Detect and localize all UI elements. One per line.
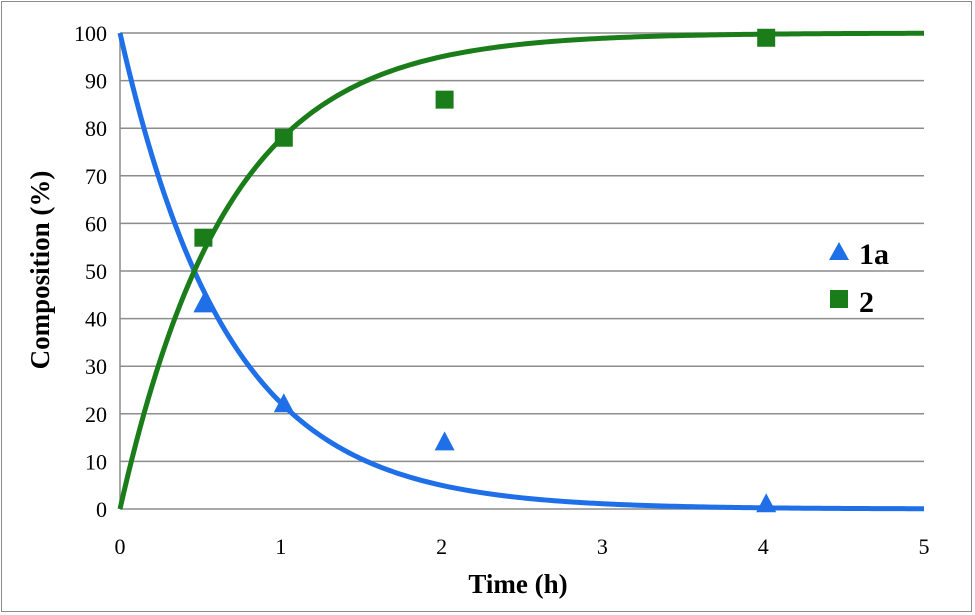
x-tick-2: 2 (436, 534, 447, 559)
point-1a (193, 293, 214, 313)
y-tick-20: 20 (85, 402, 107, 427)
y-tick-40: 40 (85, 307, 107, 332)
fit-curve-2 (117, 30, 925, 510)
y-tick-50: 50 (85, 259, 107, 284)
y-tick-90: 90 (85, 69, 107, 94)
x-tick-3: 3 (597, 534, 608, 559)
point-2 (757, 28, 776, 47)
point-1a (434, 431, 455, 451)
legend-label-2: 2 (859, 286, 874, 319)
x-tick-1: 1 (275, 534, 286, 559)
legend: 1a 2 (829, 238, 889, 319)
point-2 (435, 90, 454, 109)
x-tick-4: 4 (758, 534, 769, 559)
y-tick-30: 30 (85, 354, 107, 379)
y-tick-10: 10 (85, 449, 107, 474)
y-tick-80: 80 (85, 116, 107, 141)
x-tick-5: 5 (919, 534, 930, 559)
y-tick-0: 0 (96, 497, 107, 522)
legend-label-1a: 1a (859, 238, 889, 271)
fit-curves (117, 30, 925, 512)
x-tick-0: 0 (115, 534, 126, 559)
y-tick-labels: 0 10 20 30 40 50 60 70 80 90 100 (74, 21, 107, 522)
point-1a (756, 493, 777, 513)
point-2 (194, 228, 213, 247)
fit-curve-1a (117, 32, 925, 512)
point-2 (274, 128, 293, 147)
point-1a (273, 393, 294, 413)
data-points (193, 28, 777, 513)
legend-marker-2 (830, 290, 848, 308)
y-axis-title: Composition (%) (25, 171, 55, 370)
grid (119, 32, 924, 510)
y-tick-60: 60 (85, 211, 107, 236)
legend-marker-1a (829, 242, 849, 260)
y-tick-100: 100 (74, 21, 107, 46)
x-tick-labels: 0 1 2 3 4 5 (115, 534, 930, 559)
y-tick-70: 70 (85, 164, 107, 189)
x-axis-title: Time (h) (468, 569, 567, 599)
